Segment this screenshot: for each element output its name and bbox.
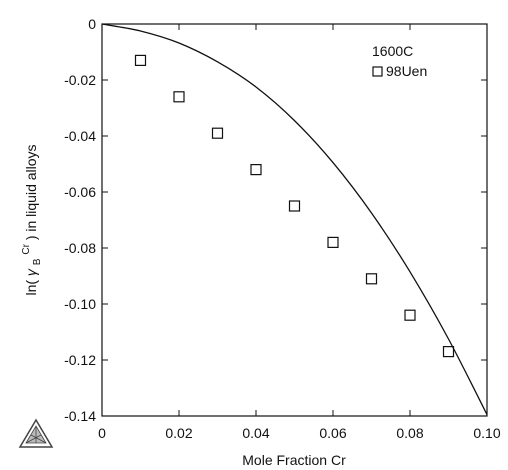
y-tick-label: -0.14 — [64, 408, 96, 424]
data-point — [173, 91, 185, 103]
data-point — [250, 164, 262, 176]
x-axis-label: Mole Fraction Cr — [242, 452, 346, 468]
x-tick-label: 0.02 — [165, 425, 192, 441]
data-point — [134, 54, 147, 67]
y-label-superscript: Cr — [21, 243, 32, 254]
ticks — [101, 23, 488, 417]
y-label-suffix: ) in liquid alloys — [23, 144, 39, 240]
data-point — [404, 309, 416, 321]
y-label-subscript: B — [32, 258, 43, 265]
data-points — [134, 54, 455, 358]
legend-title: 1600C — [372, 43, 413, 59]
y-tick-label: -0.04 — [64, 128, 96, 144]
x-tick-label: 0.04 — [242, 425, 269, 441]
thermo-calc-logo-icon — [18, 418, 54, 448]
tick-labels: 0 0.02 0.04 0.06 0.08 0.10 0 -0.02 -0.04 -0.06 -0.… — [64, 16, 501, 441]
y-tick-label: -0.10 — [64, 296, 96, 312]
x-tick-label: 0.10 — [473, 425, 500, 441]
y-tick-label: -0.02 — [64, 72, 96, 88]
model-curve — [101, 23, 488, 415]
legend: 1600C 98Uen — [372, 43, 427, 79]
data-point — [327, 236, 339, 248]
y-tick-label: -0.12 — [64, 352, 96, 368]
y-label-prefix: ln( — [23, 280, 39, 296]
data-point — [365, 273, 378, 285]
y-axis-label: ln( γ B Cr ) in liquid alloys — [16, 144, 43, 295]
y-tick-label: -0.08 — [64, 240, 96, 256]
x-tick-label: 0.06 — [319, 425, 346, 441]
plot-frame — [101, 23, 488, 417]
y-tick-label: 0 — [88, 16, 96, 32]
data-point — [442, 346, 455, 358]
legend-entry-label: 98Uen — [386, 63, 427, 79]
legend-marker-square — [372, 66, 383, 77]
data-point — [211, 127, 224, 139]
x-tick-label: 0.08 — [396, 425, 423, 441]
x-tick-label: 0 — [98, 425, 106, 441]
data-point — [288, 200, 301, 212]
y-tick-label: -0.06 — [64, 184, 96, 200]
y-label-gamma: γ — [23, 268, 39, 276]
